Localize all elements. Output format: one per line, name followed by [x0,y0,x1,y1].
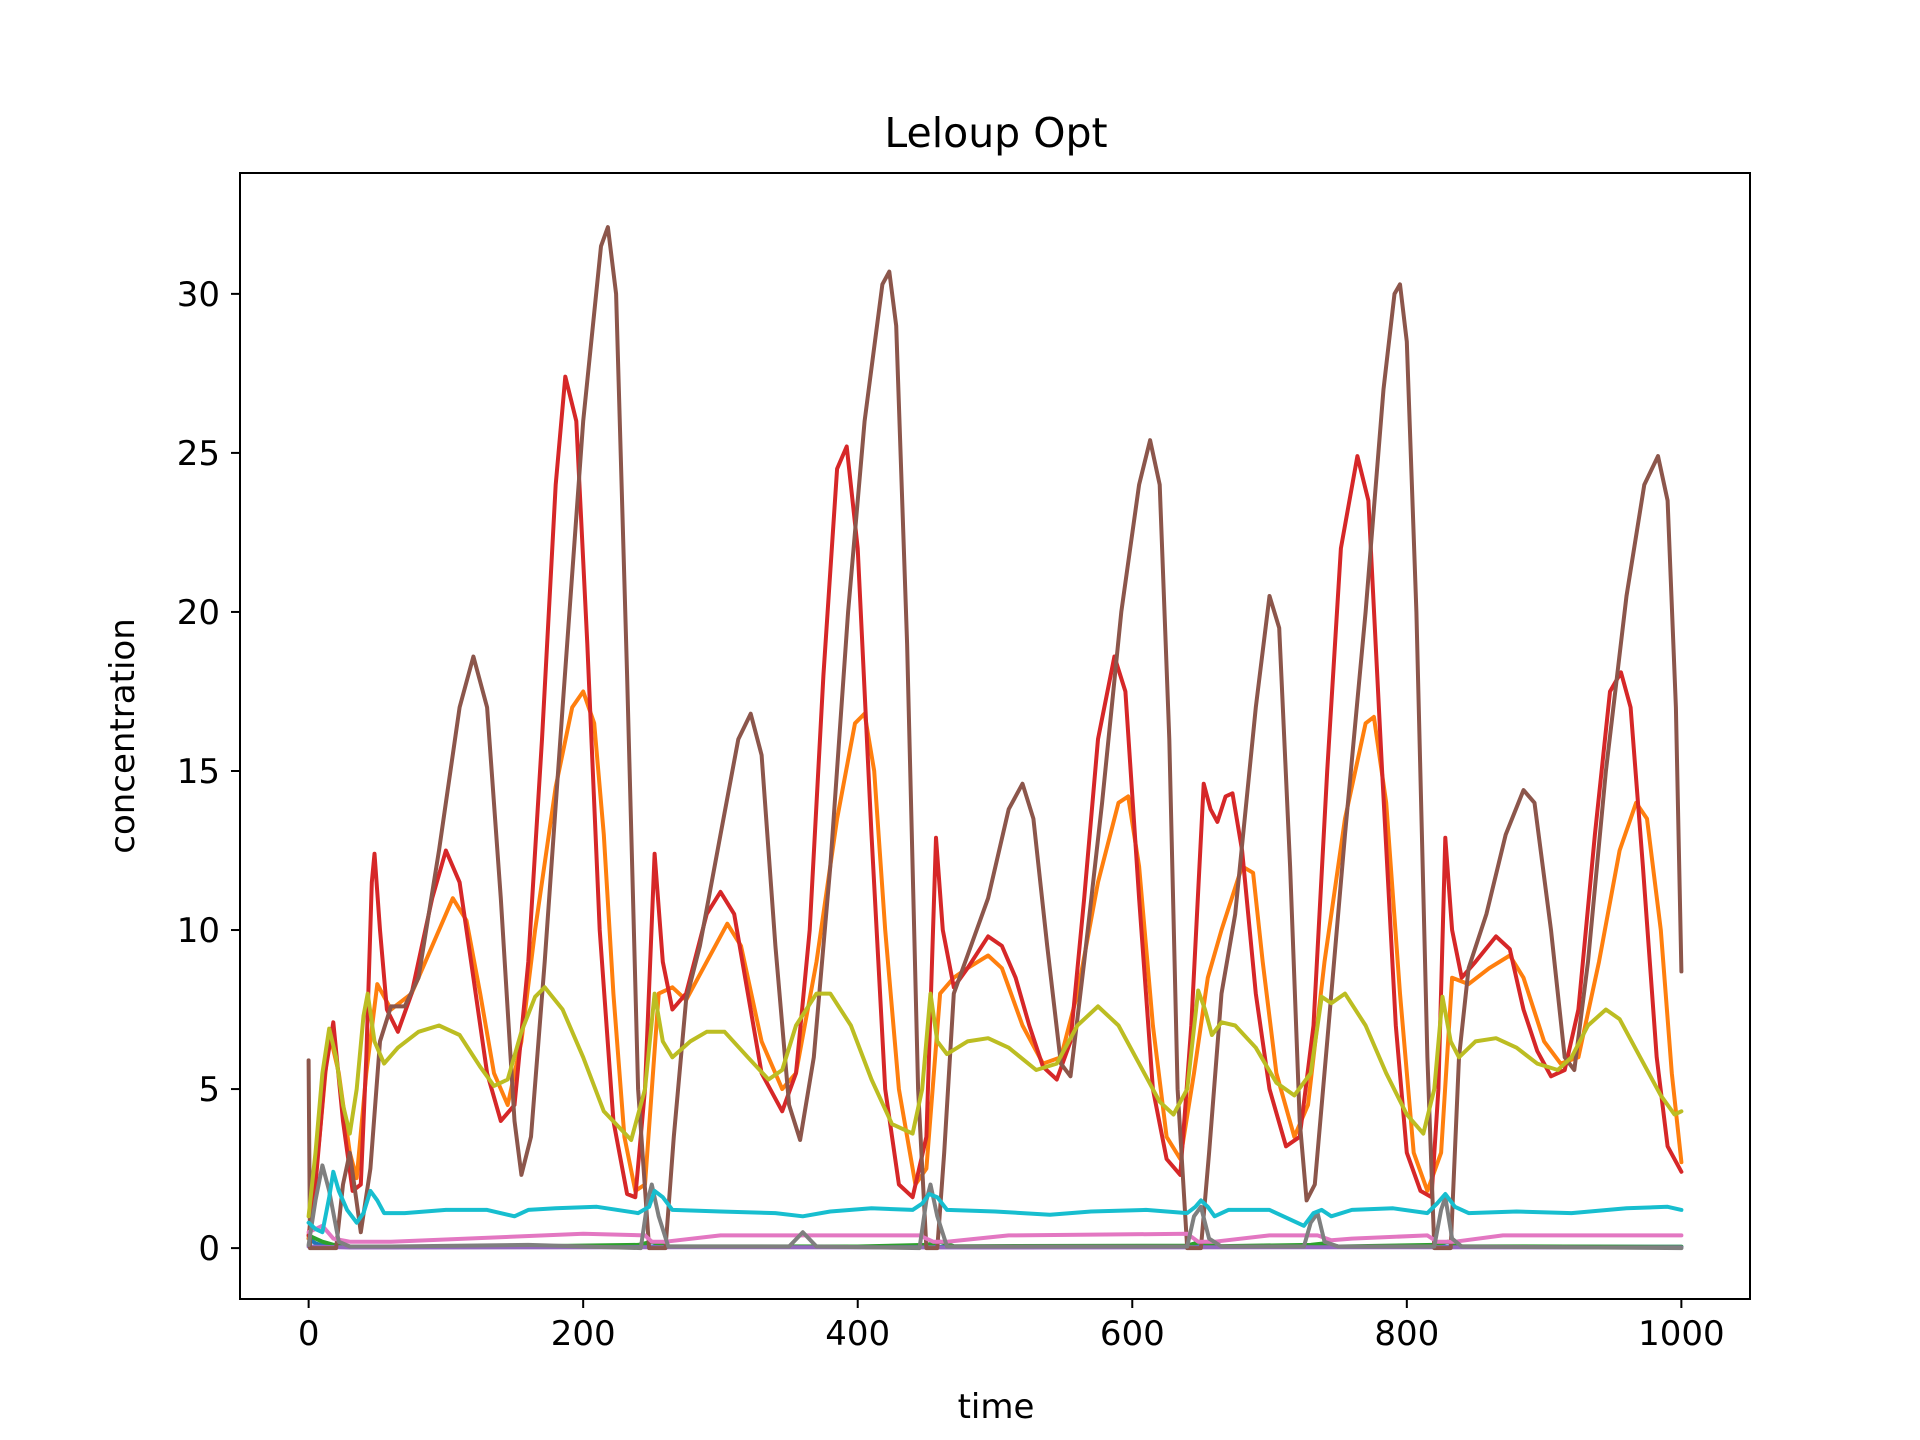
series-line-8 [306,1163,1684,1251]
y-axis-label: concentration [103,618,143,853]
x-tick-label: 600 [1100,1314,1165,1354]
x-tick-label: 800 [1374,1314,1439,1354]
x-tick-label: 200 [551,1314,616,1354]
series-line-7 [306,1223,1684,1244]
x-tick-label: 0 [298,1314,320,1354]
chart-title: Leloup Opt [884,109,1107,157]
series-line-6 [306,225,1684,1251]
series-line-10 [306,1169,1684,1235]
x-axis-label: time [958,1387,1035,1427]
y-axis: 0 5 10 15 20 25 30 [177,275,240,1269]
y-tick-label: 0 [198,1229,220,1269]
y-tick-label: 20 [177,593,220,633]
series-layer [306,225,1684,1251]
y-tick-label: 15 [177,752,220,792]
y-tick-label: 5 [198,1070,220,1110]
y-tick-label: 25 [177,434,220,474]
y-tick-label: 10 [177,911,220,951]
y-tick-label: 30 [177,275,220,315]
series-line-9 [306,985,1684,1219]
x-tick-label: 1000 [1638,1314,1725,1354]
x-axis: 0 200 400 600 800 1000 [298,1299,1725,1354]
plot-frame [239,172,1751,1300]
x-tick-label: 400 [825,1314,890,1354]
